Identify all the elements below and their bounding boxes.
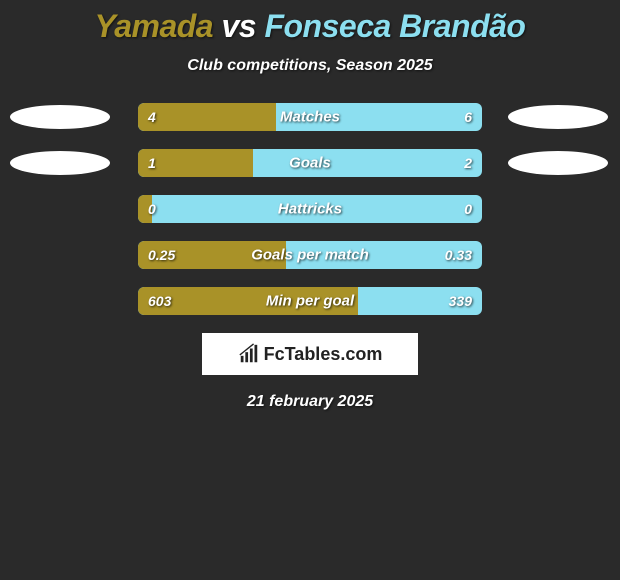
stat-value-left: 603 [148,293,171,309]
stat-rows: 4 Matches 6 1 Goals 2 0 Hattricks 0 0.25 Goals per… [0,103,620,315]
stat-value-right: 0.33 [445,247,472,263]
stat-value-left: 0.25 [148,247,175,263]
stat-bar: 603 Min per goal 339 [138,287,482,315]
stat-label: Matches [280,109,340,126]
player2-name: Fonseca Brandão [264,8,525,44]
stat-row: 603 Min per goal 339 [0,287,620,315]
player1-badge [10,105,110,129]
comparison-infographic: Yamada vs Fonseca Brandão Club competiti… [0,0,620,411]
stat-bar: 4 Matches 6 [138,103,482,131]
date-text: 21 february 2025 [0,393,620,411]
stat-bar: 1 Goals 2 [138,149,482,177]
stat-value-right: 2 [464,155,472,171]
stat-row: 0.25 Goals per match 0.33 [0,241,620,269]
subtitle: Club competitions, Season 2025 [0,57,620,75]
stat-label: Goals [289,155,331,172]
stat-row: 1 Goals 2 [0,149,620,177]
branding-text: FcTables.com [264,344,383,365]
chart-icon [238,343,260,365]
player2-badge [508,151,608,175]
stat-label: Min per goal [266,293,354,310]
player1-name: Yamada [95,8,214,44]
player1-badge [10,151,110,175]
stat-label: Hattricks [278,201,342,218]
stat-bar: 0.25 Goals per match 0.33 [138,241,482,269]
vs-separator: vs [221,8,256,44]
stat-bar: 0 Hattricks 0 [138,195,482,223]
stat-row: 4 Matches 6 [0,103,620,131]
stat-bar-fill [138,103,276,131]
stat-row: 0 Hattricks 0 [0,195,620,223]
stat-value-right: 6 [464,109,472,125]
stat-value-left: 1 [148,155,156,171]
branding-box: FcTables.com [202,333,418,375]
branding: FcTables.com [238,343,383,365]
player2-badge [508,105,608,129]
stat-value-right: 0 [464,201,472,217]
page-title: Yamada vs Fonseca Brandão [0,8,620,45]
stat-value-right: 339 [449,293,472,309]
stat-label: Goals per match [251,247,369,264]
stat-value-left: 0 [148,201,156,217]
stat-value-left: 4 [148,109,156,125]
